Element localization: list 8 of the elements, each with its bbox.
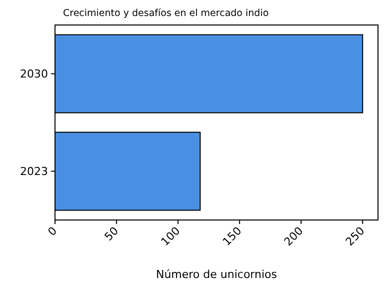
x-tick-label: 150 [220,224,244,248]
x-axis-title: Número de unicornios [156,268,278,281]
x-tick-label: 50 [102,224,122,244]
x-tick-label: 0 [45,224,60,239]
x-tick-label: 100 [158,224,183,248]
chart-title: Crecimiento y desafíos en el mercado indio [63,8,269,19]
y-tick-label: 2023 [20,164,48,178]
y-tick-label: 2030 [20,67,48,80]
